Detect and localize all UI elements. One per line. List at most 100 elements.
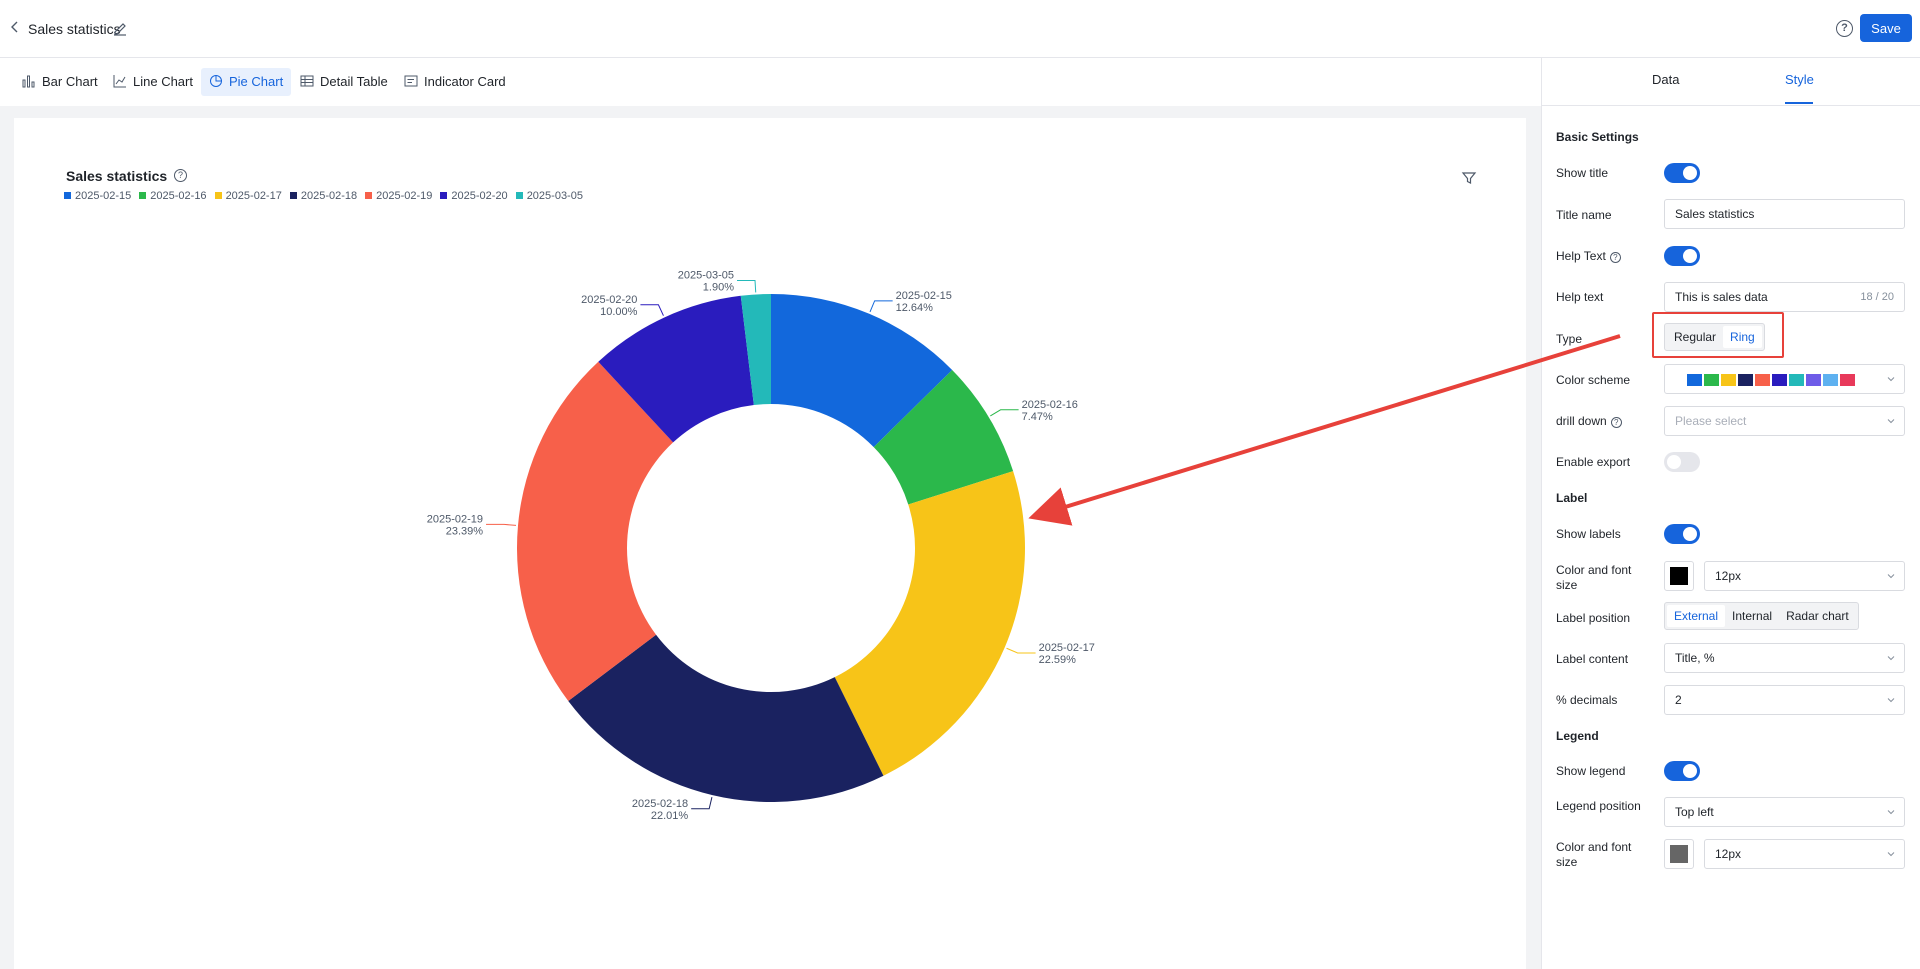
label-color-picker[interactable] xyxy=(1664,561,1694,591)
show-title-toggle[interactable] xyxy=(1664,163,1700,183)
legend-swatch xyxy=(365,192,373,199)
label-leader-line xyxy=(640,304,664,316)
label-content-value: Title, % xyxy=(1675,651,1715,665)
card-icon xyxy=(404,70,418,87)
style-panel: Data Style Basic Settings Show title Tit… xyxy=(1541,58,1920,969)
ring-slice[interactable] xyxy=(740,294,771,406)
ring-slice[interactable] xyxy=(834,471,1025,776)
slice-label-title: 2025-02-20 xyxy=(581,294,637,306)
tab-line-chart[interactable]: Line Chart xyxy=(105,68,201,96)
help-text-toggle[interactable] xyxy=(1664,246,1700,266)
legend-swatch xyxy=(515,192,523,199)
chevron-down-icon xyxy=(1887,698,1895,703)
ring-slice[interactable] xyxy=(598,295,754,443)
label-leader-line xyxy=(737,279,757,293)
help-icon[interactable]: ? xyxy=(1836,20,1853,37)
drill-down-text: drill down xyxy=(1556,414,1607,428)
position-radar-option[interactable]: Radar chart xyxy=(1786,609,1849,623)
save-button[interactable]: Save xyxy=(1860,14,1912,42)
legend-label: 2025-02-18 xyxy=(300,190,358,202)
ring-slice[interactable] xyxy=(771,294,953,448)
slice-label-percent: 7.47% xyxy=(1022,411,1053,423)
position-external-option[interactable]: External xyxy=(1667,605,1726,627)
chart-type-tabs: Bar Chart Line Chart Pie Chart Detail Ta… xyxy=(0,58,1541,106)
help-text-toggle-label: Help Text? xyxy=(1556,249,1646,264)
slice-label-percent: 12.64% xyxy=(896,302,934,314)
edit-pencil-icon[interactable] xyxy=(112,20,128,36)
legend-item[interactable]: 2025-02-16 xyxy=(139,189,207,203)
legend-font-size-select[interactable]: 12px xyxy=(1704,839,1905,869)
show-labels-toggle[interactable] xyxy=(1664,524,1700,544)
legend-color-font-label: Color and font size xyxy=(1556,840,1632,869)
show-title-label: Show title xyxy=(1556,166,1609,180)
tab-detail-table[interactable]: Detail Table xyxy=(292,68,396,96)
label-leader-line xyxy=(869,300,893,313)
line-chart-icon xyxy=(113,70,127,88)
color-swatch xyxy=(1687,374,1702,386)
position-internal-option[interactable]: Internal xyxy=(1732,609,1773,623)
tab-bar-chart[interactable]: Bar Chart xyxy=(14,68,106,96)
label-color-swatch xyxy=(1670,567,1688,585)
filter-icon[interactable] xyxy=(1461,170,1477,186)
annotation-highlight-box xyxy=(1652,312,1784,358)
legend-position-select[interactable]: Top left xyxy=(1664,797,1905,827)
legend-item[interactable]: 2025-02-20 xyxy=(440,189,508,203)
slice-label-title: 2025-02-19 xyxy=(427,513,483,525)
ring-slice[interactable] xyxy=(568,634,884,802)
title-help-icon[interactable]: ? xyxy=(174,169,187,182)
title-name-input[interactable]: Sales statistics xyxy=(1664,199,1905,229)
label-leader-line xyxy=(691,796,713,810)
tab-data[interactable]: Data xyxy=(1652,72,1680,87)
color-swatch xyxy=(1721,374,1736,386)
legend-item[interactable]: 2025-02-18 xyxy=(289,189,358,203)
legend-label: 2025-02-17 xyxy=(225,190,282,202)
enable-export-toggle[interactable] xyxy=(1664,452,1700,472)
legend-item[interactable]: 2025-03-05 xyxy=(515,189,583,203)
tab-indicator-card[interactable]: Indicator Card xyxy=(396,68,514,96)
drill-down-select[interactable]: Please select xyxy=(1664,406,1905,436)
tab-pie-chart[interactable]: Pie Chart xyxy=(201,68,292,96)
decimals-select[interactable]: 2 xyxy=(1664,685,1905,715)
decimals-label: % decimals xyxy=(1556,693,1618,707)
enable-export-label: Enable export xyxy=(1556,455,1631,469)
legend-item[interactable]: 2025-02-17 xyxy=(214,189,282,203)
drill-help-icon[interactable]: ? xyxy=(1610,417,1622,428)
color-swatch xyxy=(1840,374,1855,386)
help-text-label: Help text xyxy=(1556,290,1604,304)
legend-swatch xyxy=(289,192,297,199)
legend-color-picker[interactable] xyxy=(1664,839,1694,869)
legend-font-size-value: 12px xyxy=(1715,847,1742,861)
show-legend-toggle[interactable] xyxy=(1664,761,1700,781)
legend-swatch xyxy=(214,192,222,199)
slice-label-title: 2025-03-05 xyxy=(678,269,734,281)
help-text-input[interactable]: This is sales data 18 / 20 xyxy=(1664,282,1905,312)
color-scheme-label: Color scheme xyxy=(1556,373,1631,387)
tab-style[interactable]: Style xyxy=(1785,72,1814,87)
type-ring-option[interactable]: Ring xyxy=(1723,326,1762,348)
ring-slice[interactable] xyxy=(873,369,1014,505)
tab-label: Line Chart xyxy=(133,74,193,89)
type-label: Type xyxy=(1556,332,1583,346)
label-position-label: Label position xyxy=(1556,611,1631,625)
legend-item[interactable]: 2025-02-15 xyxy=(64,189,131,203)
label-color-font-label: Color and font size xyxy=(1556,563,1632,592)
type-regular-option[interactable]: Regular xyxy=(1674,330,1717,344)
label-font-size-select[interactable]: 12px xyxy=(1704,561,1905,591)
help-question-icon[interactable]: ? xyxy=(1609,252,1621,263)
slice-label-title: 2025-02-17 xyxy=(1039,642,1095,654)
pie-chart-icon xyxy=(209,70,223,87)
chart-title: Sales statistics xyxy=(66,168,168,184)
section-basic-settings: Basic Settings xyxy=(1556,130,1639,144)
legend-item[interactable]: 2025-02-19 xyxy=(365,189,432,203)
chevron-down-icon xyxy=(1887,419,1895,424)
drill-down-label: drill down? xyxy=(1556,414,1646,429)
tab-label: Indicator Card xyxy=(424,74,506,89)
back-chevron-icon[interactable] xyxy=(10,20,24,38)
slice-label-percent: 1.90% xyxy=(703,281,734,293)
color-scheme-select[interactable] xyxy=(1664,364,1905,394)
chevron-down-icon xyxy=(1887,656,1895,661)
ring-slice[interactable] xyxy=(517,361,674,702)
slice-label-percent: 23.39% xyxy=(446,525,484,537)
section-legend: Legend xyxy=(1556,729,1599,743)
label-content-select[interactable]: Title, % xyxy=(1664,643,1905,673)
